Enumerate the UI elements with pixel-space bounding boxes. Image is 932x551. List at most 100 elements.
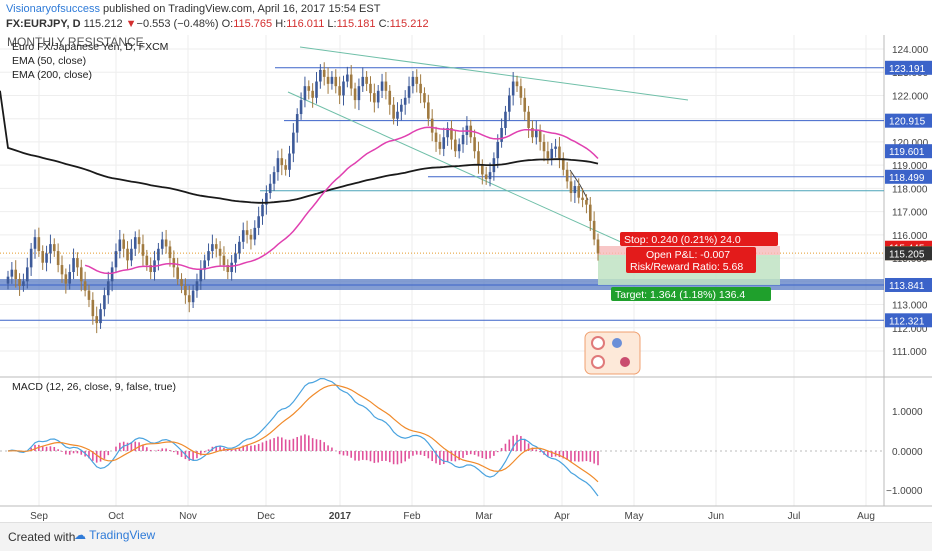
ema50-legend: EMA (50, close) (12, 55, 86, 67)
author-link[interactable]: Visionaryofsuccess (6, 3, 100, 15)
open-label: O: (221, 18, 234, 30)
flag-drawing[interactable] (569, 169, 589, 201)
candle-body (477, 151, 480, 166)
candle-body (538, 130, 542, 142)
candle-body (307, 86, 311, 91)
price-badge-text: 115.205 (889, 249, 925, 260)
candle-body (257, 216, 260, 228)
close-label: C: (378, 18, 390, 30)
candle-body (29, 248, 33, 268)
candle-body (157, 248, 160, 261)
candle-body (79, 267, 83, 282)
time-tick: Apr (554, 511, 570, 522)
price-axis[interactable]: 124.000123.000122.000121.000120.000119.0… (892, 45, 929, 358)
candle-body (380, 81, 384, 91)
horizontal-levels[interactable] (0, 67, 884, 321)
time-tick: Jun (708, 511, 724, 522)
price-tick: 116.000 (892, 231, 928, 242)
candle-body (319, 69, 322, 82)
tradingview-logo-link[interactable]: ☁ TradingView (74, 528, 155, 542)
time-tick: Nov (179, 511, 197, 522)
macd-line[interactable] (7, 377, 599, 497)
candle-body (226, 265, 230, 273)
time-axis[interactable]: Sep Oct Nov Dec 2017 Feb Mar Apr May Jun Jul Aug (30, 511, 875, 522)
candle-body (496, 141, 500, 159)
candle-body (110, 267, 114, 282)
price-badge (885, 60, 932, 75)
time-tick: Jul (788, 511, 801, 522)
price-tick: 119.000 (892, 161, 928, 172)
candle-body (37, 237, 41, 252)
candle-body (357, 86, 361, 101)
candle-body (592, 220, 596, 240)
published-text: published on TradingView.com, April 16, … (103, 3, 381, 15)
candle-body (245, 230, 249, 235)
candle-body (22, 281, 25, 286)
candle-body (214, 244, 218, 249)
candle-body (573, 186, 577, 194)
candle-body (349, 74, 353, 89)
candle-body (238, 241, 241, 254)
trendline-lower[interactable] (287, 91, 653, 257)
candle-body (261, 204, 264, 217)
candle-body (488, 172, 492, 180)
trendline-upper[interactable] (299, 46, 689, 101)
candle-body (191, 290, 195, 303)
candle-body (234, 253, 237, 263)
change-value: −0.553 (−0.48%) (136, 18, 219, 30)
price-badge (885, 313, 932, 328)
ema200-line[interactable] (0, 90, 599, 204)
tradingview-brand: TradingView (89, 528, 156, 542)
macd-legend: MACD (12, 26, close, 9, false, true) (12, 381, 176, 393)
price-tick: 124.000 (892, 45, 929, 56)
candle-body (76, 258, 79, 268)
candle-body (457, 144, 461, 152)
candles[interactable] (6, 62, 600, 334)
publish-info: Visionaryofsuccess published on TradingV… (6, 3, 380, 15)
candle-body (141, 244, 145, 256)
price-tick: 112.000 (892, 324, 928, 335)
ema50-line[interactable] (84, 126, 599, 275)
candle-body (72, 258, 75, 273)
chart-title: Euro FX/Japanese Yen, D, FXCM (12, 41, 168, 53)
candle-body (519, 86, 523, 98)
candle-body (18, 278, 21, 286)
candle-body (565, 169, 569, 182)
macd-histogram[interactable] (8, 434, 599, 466)
price-chart[interactable]: Stop: 0.240 (0.21%) 24.0 Open P&L: -0.00… (0, 0, 932, 522)
candle-body (241, 230, 245, 242)
candle-body (118, 239, 122, 252)
event-badges-icon[interactable] (584, 331, 641, 375)
price-badges: 123.191120.915119.601118.499115.445115.2… (885, 60, 932, 328)
time-tick: Aug (857, 511, 875, 522)
candle-body (268, 183, 272, 194)
candle-body (527, 111, 530, 128)
candle-body (207, 251, 210, 261)
high-value: 116.011 (286, 18, 325, 30)
candle-body (554, 146, 557, 149)
price-badge-text: 118.499 (889, 173, 925, 184)
signal-line[interactable] (7, 384, 599, 483)
candle-body (195, 281, 199, 291)
candle-body (500, 127, 503, 142)
candle-body (415, 76, 419, 84)
candle-body (442, 137, 446, 149)
macd-tick-neg1: −1.0000 (886, 486, 923, 497)
candle-body (361, 76, 365, 87)
candle-body (176, 267, 179, 279)
annotation-text[interactable]: MONTHLY RESISTANCE (7, 35, 144, 49)
candle-body (137, 237, 141, 245)
candle-body (322, 69, 326, 77)
time-tick: 2017 (329, 511, 352, 522)
low-label: L: (327, 18, 337, 30)
candle-body (388, 90, 392, 105)
candle-body (427, 102, 430, 119)
candle-body (346, 74, 349, 82)
macd-axis: 1.0000 0.0000 −1.0000 (886, 407, 923, 497)
candle-body (160, 239, 164, 249)
candle-body (164, 239, 168, 247)
candle-body (365, 76, 368, 84)
created-with-text: Created with (8, 530, 76, 544)
candle-body (299, 100, 303, 115)
candle-body (145, 255, 149, 266)
